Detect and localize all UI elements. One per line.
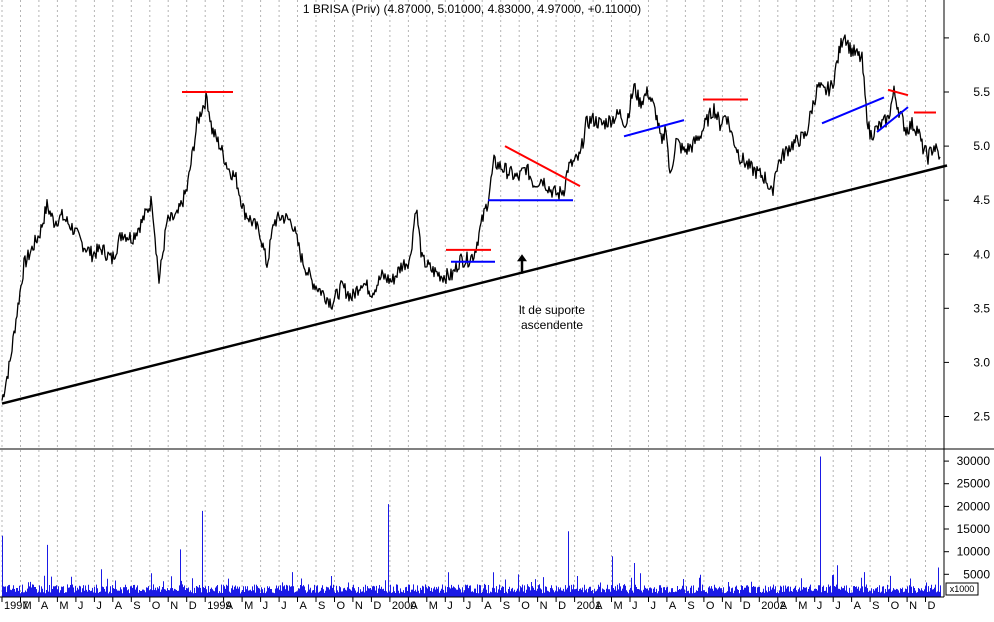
month-label: J xyxy=(632,600,638,612)
volume-series xyxy=(2,456,941,597)
volume-axis: 30000 25000 20000 15000 10000 5000 xyxy=(944,454,990,581)
annotation-arrow-head xyxy=(517,254,527,262)
month-label: O xyxy=(521,600,530,612)
month-label: O xyxy=(337,600,346,612)
vertical-gridlines xyxy=(1,0,926,597)
trend-line xyxy=(504,145,581,187)
price-tick-label: 5.0 xyxy=(973,139,990,153)
month-label: J xyxy=(817,600,823,612)
month-label: 1997 xyxy=(4,600,28,612)
month-label: S xyxy=(133,600,140,612)
month-label: J xyxy=(447,600,453,612)
volume-unit-box xyxy=(945,582,979,596)
trend-lines xyxy=(1,88,948,405)
month-label: N xyxy=(540,600,548,612)
price-line xyxy=(1,34,941,401)
volume-tick-label: 30000 xyxy=(957,454,991,468)
month-label: S xyxy=(318,600,325,612)
month-label: A xyxy=(41,600,49,612)
price-axis: 6.0 5.5 5.0 4.5 4.0 3.5 3.0 2.5 xyxy=(944,31,990,424)
volume-tick-label: 10000 xyxy=(957,545,991,559)
month-label: 2000 xyxy=(392,600,416,612)
month-label: M xyxy=(244,600,253,612)
month-label: D xyxy=(189,600,197,612)
month-label: N xyxy=(170,600,178,612)
month-label: O xyxy=(891,600,900,612)
month-label: A xyxy=(669,600,677,612)
month-label: A xyxy=(854,600,862,612)
month-label: N xyxy=(909,600,917,612)
month-label: S xyxy=(872,600,879,612)
month-label: D xyxy=(743,600,751,612)
trend-line xyxy=(821,96,885,125)
month-label: J xyxy=(281,600,287,612)
volume-bars xyxy=(2,456,941,597)
price-tick-label: 6.0 xyxy=(973,31,990,45)
month-label: O xyxy=(152,600,161,612)
month-label: A xyxy=(595,600,603,612)
month-label: D xyxy=(558,600,566,612)
month-label: 2001 xyxy=(577,600,601,612)
month-label: S xyxy=(687,600,694,612)
price-tick-label: 4.5 xyxy=(973,193,990,207)
month-label: N xyxy=(724,600,732,612)
month-label: A xyxy=(115,600,123,612)
month-label: S xyxy=(503,600,510,612)
month-label: J xyxy=(96,600,102,612)
price-tick-label: 5.5 xyxy=(973,85,990,99)
price-tick-label: 4.0 xyxy=(973,247,990,261)
month-label: J xyxy=(78,600,84,612)
annotation-line2: ascendente xyxy=(521,318,583,332)
trend-line xyxy=(1,164,948,405)
month-label: J xyxy=(466,600,472,612)
month-label: D xyxy=(928,600,936,612)
annotation-line1: lt de suporte xyxy=(519,303,585,317)
volume-tick-label: 20000 xyxy=(957,499,991,513)
month-label: 2002 xyxy=(761,600,785,612)
price-tick-label: 3.5 xyxy=(973,301,990,315)
month-label: 1999 xyxy=(207,600,231,612)
month-label: N xyxy=(355,600,363,612)
month-label: M xyxy=(614,600,623,612)
month-label: M xyxy=(59,600,68,612)
month-label: A xyxy=(780,600,788,612)
annotation: lt de suporte ascendente xyxy=(517,254,585,332)
price-tick-label: 3.0 xyxy=(973,355,990,369)
month-label: D xyxy=(373,600,381,612)
volume-unit-label: x1000 xyxy=(950,584,975,594)
chart-title: 1 BRISA (Priv) (4.87000, 5.01000, 4.8300… xyxy=(303,2,641,16)
month-label: A xyxy=(226,600,234,612)
month-label: J xyxy=(263,600,269,612)
month-label: J xyxy=(651,600,657,612)
volume-tick-label: 5000 xyxy=(963,567,990,581)
trend-line xyxy=(623,119,685,138)
price-series xyxy=(1,34,941,401)
trend-line xyxy=(887,88,909,97)
month-label: O xyxy=(706,600,715,612)
volume-tick-label: 15000 xyxy=(957,522,991,536)
month-label: M xyxy=(429,600,438,612)
month-label: M xyxy=(798,600,807,612)
trend-line xyxy=(876,106,909,133)
month-label: A xyxy=(300,600,308,612)
volume-tick-label: 25000 xyxy=(957,477,991,491)
month-label: A xyxy=(410,600,418,612)
price-tick-label: 2.5 xyxy=(973,410,990,424)
month-label: J xyxy=(835,600,841,612)
month-label: A xyxy=(484,600,492,612)
month-label: M xyxy=(23,600,32,612)
